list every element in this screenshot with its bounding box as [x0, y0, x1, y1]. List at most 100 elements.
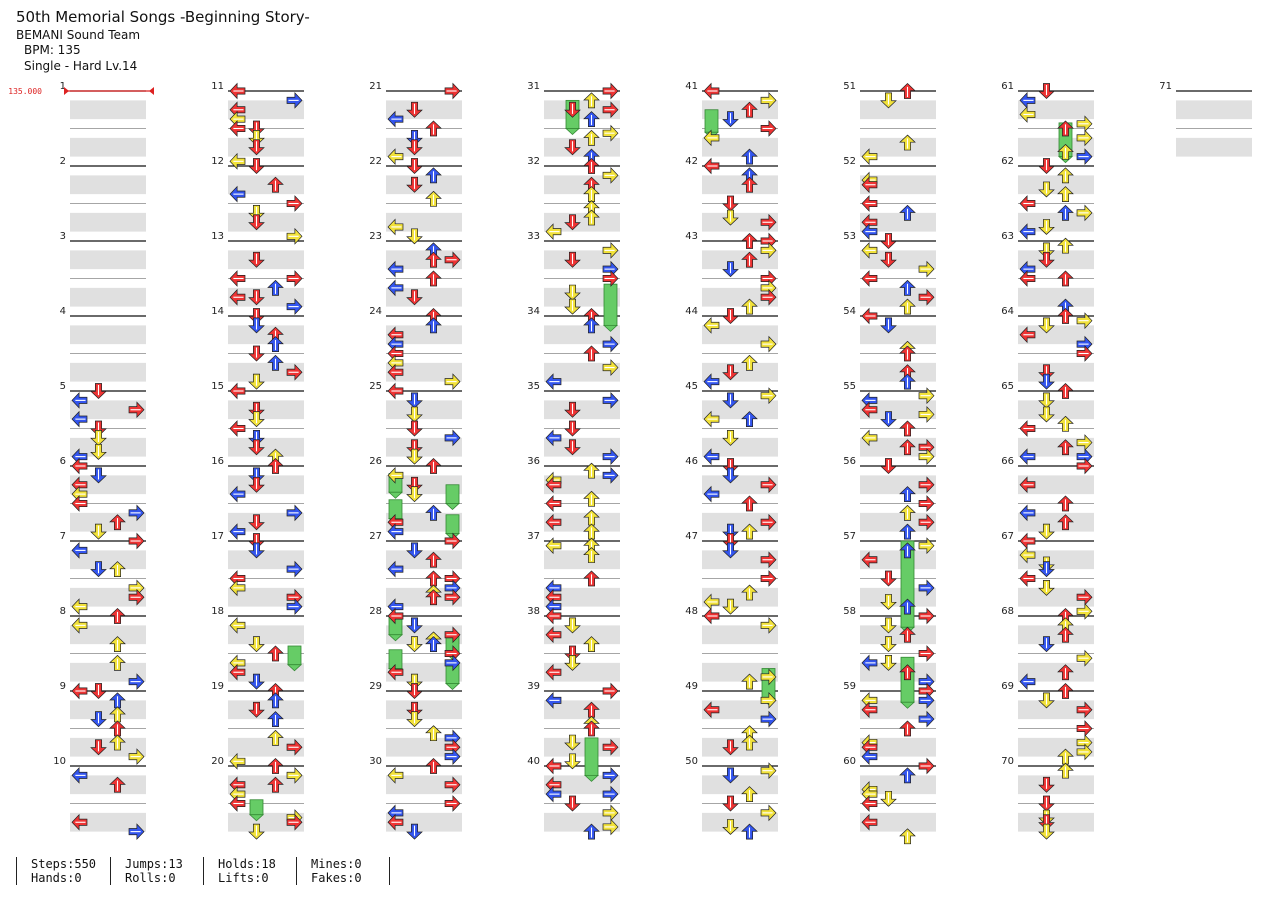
beat-band — [860, 775, 936, 795]
measure-27: 27 — [369, 531, 462, 607]
arrow-up-icon — [1057, 495, 1074, 512]
measure-6: 6 — [60, 456, 146, 532]
beat-band — [544, 737, 620, 757]
arrow-left-icon — [229, 382, 246, 400]
arrow-left-icon — [545, 607, 562, 625]
measure-8: 8 — [60, 606, 146, 682]
arrow-left-icon — [545, 663, 562, 681]
stats-column-mines: Mines:0 Fakes:0 — [296, 857, 391, 885]
beat-band — [702, 100, 778, 120]
beat-band — [1018, 700, 1094, 720]
beat-band — [702, 175, 778, 195]
measure-10: 10 — [53, 756, 146, 832]
beat-band — [544, 212, 620, 232]
arrow-left-icon — [545, 757, 562, 775]
beat-band — [860, 737, 936, 757]
arrow-down-icon — [406, 176, 423, 193]
arrow-right-icon — [444, 373, 461, 391]
arrow-right-icon — [1076, 148, 1093, 166]
beat-band — [544, 512, 620, 532]
hold-body — [287, 645, 302, 666]
arrow-left-icon — [861, 748, 878, 766]
measure-number: 49 — [685, 681, 698, 692]
measure-53: 53 — [843, 231, 936, 307]
chart-stats: Steps:550 Hands:0 Jumps:13 Rolls:0 Holds… — [16, 857, 391, 885]
arrow-right-icon — [602, 241, 619, 259]
arrow-down-icon — [722, 209, 739, 226]
measure-number: 19 — [211, 681, 224, 692]
stats-column-steps: Steps:550 Hands:0 — [16, 857, 110, 885]
arrow-up-icon — [109, 734, 126, 751]
arrow-down-icon — [1038, 251, 1055, 268]
arrow-up-icon — [583, 462, 600, 479]
hold-note — [444, 514, 461, 541]
measure-number: 11 — [211, 81, 224, 92]
arrow-right-icon — [602, 82, 619, 100]
beat-band — [70, 550, 146, 570]
measure-number: 41 — [685, 81, 698, 92]
arrow-left-icon — [861, 701, 878, 719]
beat-band — [386, 100, 462, 120]
measure-number: 51 — [843, 81, 856, 92]
measure-number: 43 — [685, 231, 698, 242]
measure-63: 63 — [1001, 231, 1094, 307]
arrow-up-icon — [583, 345, 600, 362]
arrow-left-icon — [229, 663, 246, 681]
arrow-left-icon — [545, 691, 562, 709]
beat-band — [386, 400, 462, 420]
arrow-up-icon — [1057, 237, 1074, 254]
measure-number: 45 — [685, 381, 698, 392]
arrow-right-icon — [128, 532, 145, 550]
measure-number: 31 — [527, 81, 540, 92]
arrow-down-icon — [1038, 580, 1055, 596]
hold-tail — [583, 774, 600, 782]
arrow-down-icon — [880, 636, 897, 653]
arrow-down-icon — [406, 486, 423, 503]
beat-band — [386, 737, 462, 757]
beat-band — [386, 625, 462, 645]
arrow-down-icon — [880, 570, 897, 587]
arrow-down-icon — [248, 701, 265, 718]
arrow-left-icon — [861, 401, 878, 419]
beat-band — [1018, 250, 1094, 270]
measure-number: 4 — [60, 306, 66, 317]
beat-band — [70, 287, 146, 307]
arrow-down-icon — [1038, 406, 1055, 423]
measure-number: 55 — [843, 381, 856, 392]
arrow-left-icon — [545, 429, 562, 447]
arrow-down-icon — [406, 711, 423, 728]
measure-24: 24 — [369, 306, 462, 382]
beat-band — [1018, 287, 1094, 307]
arrow-down-icon — [564, 439, 581, 456]
arrow-down-icon — [406, 139, 423, 156]
arrow-up-icon — [1057, 308, 1074, 324]
measure-number: 21 — [369, 81, 382, 92]
arrow-down-icon — [248, 373, 265, 390]
arrow-left-icon — [703, 157, 720, 175]
arrow-right-icon — [286, 813, 303, 831]
measure-66: 66 — [1001, 456, 1094, 532]
arrow-left-icon — [1019, 420, 1036, 437]
measure-41: 41 — [685, 81, 778, 157]
arrow-down-icon — [722, 308, 739, 324]
arrow-right-icon — [602, 766, 619, 784]
arrow-right-icon — [286, 270, 303, 287]
arrow-down-icon — [248, 139, 265, 156]
arrow-up-icon — [583, 720, 600, 737]
beat-band — [70, 100, 146, 120]
measure-71: 71 — [1159, 81, 1252, 157]
measure-31: 31 — [527, 81, 620, 157]
beat-band — [860, 587, 936, 607]
arrow-up-icon — [425, 636, 442, 652]
measure-number: 59 — [843, 681, 856, 692]
measure-67: 67 — [1001, 531, 1094, 607]
arrow-right-icon — [602, 335, 619, 353]
arrow-right-icon — [760, 668, 777, 686]
measure-number: 56 — [843, 456, 856, 467]
measure-number: 67 — [1001, 531, 1014, 542]
arrow-down-icon — [406, 392, 423, 409]
arrow-down-icon — [564, 401, 581, 418]
arrow-down-icon — [722, 739, 739, 756]
arrow-left-icon — [861, 241, 878, 259]
measure-number: 65 — [1001, 381, 1014, 392]
